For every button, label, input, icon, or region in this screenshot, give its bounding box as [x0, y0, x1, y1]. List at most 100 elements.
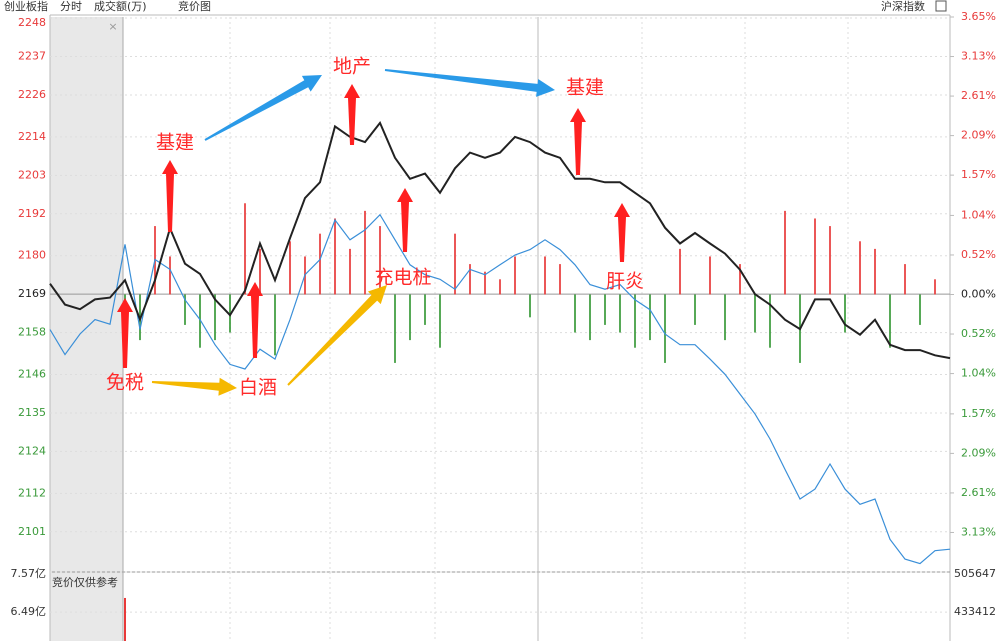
- bar: [184, 294, 186, 325]
- volume-tick-label: 505647: [954, 567, 996, 580]
- arrow: [204, 75, 322, 141]
- bar: [619, 294, 621, 333]
- volume-tick-label: 6.49亿: [11, 605, 47, 618]
- line: [49, 120, 951, 360]
- bar: [349, 248, 351, 295]
- y-tick-label: 2101: [18, 525, 46, 538]
- bar: [424, 294, 426, 325]
- y2-tick-label: 2.09%: [961, 446, 996, 459]
- bar: [739, 264, 741, 295]
- arrow: [162, 160, 178, 232]
- bar: [454, 233, 456, 295]
- annotation: 充电桩: [374, 267, 431, 289]
- toolbar-button[interactable]: 沪深指数: [881, 0, 925, 13]
- arrow: [344, 84, 360, 145]
- annotation: 免税: [106, 372, 144, 394]
- volume-bar: [124, 597, 126, 641]
- y2-tick-label: 0.52%: [961, 248, 996, 261]
- bar: [769, 294, 771, 348]
- bar: [364, 210, 366, 295]
- y-tick-label: 2169: [18, 287, 46, 300]
- bar: [499, 279, 501, 295]
- bar: [709, 256, 711, 295]
- y-tick-label: 2112: [18, 486, 46, 499]
- y2-tick-label: 1.57%: [961, 168, 996, 181]
- y-tick-label: 2226: [18, 88, 46, 101]
- y-tick-label: 2203: [18, 168, 46, 181]
- annotation: 肝炎: [606, 271, 644, 293]
- y2-tick-label: 1.57%: [961, 407, 996, 420]
- arrow: [287, 285, 387, 386]
- y2-tick-label: 3.13%: [961, 525, 996, 538]
- bar: [889, 294, 891, 348]
- bar: [679, 248, 681, 295]
- y-tick-label: 2146: [18, 368, 46, 381]
- bar: [754, 294, 756, 333]
- bar: [529, 294, 531, 318]
- arrow: [117, 298, 133, 368]
- y-tick-label: 2214: [18, 130, 46, 143]
- bar: [859, 241, 861, 295]
- y-tick-label: 2158: [18, 326, 46, 339]
- arrow: [384, 69, 555, 97]
- y2-tick-label: 0.52%: [961, 327, 996, 340]
- arrow: [151, 377, 237, 396]
- close-icon[interactable]: ×: [108, 20, 117, 33]
- arrow: [614, 203, 630, 262]
- bar: [289, 241, 291, 295]
- annotation: 基建: [156, 132, 194, 154]
- bar: [214, 294, 216, 341]
- bar: [589, 294, 591, 341]
- bar: [784, 210, 786, 295]
- y-tick-label: 2248: [18, 16, 46, 29]
- y-tick-label: 2135: [18, 406, 46, 419]
- y-tick-label: 2237: [18, 49, 46, 62]
- annotation: 基建: [566, 77, 604, 99]
- bar: [874, 248, 876, 295]
- bar: [544, 256, 546, 295]
- chart-title: 创业板指: [4, 0, 48, 13]
- pre-market-area: [50, 17, 123, 641]
- volume-note: 竞价仅供参考: [52, 575, 118, 589]
- arrow: [397, 188, 413, 252]
- bar: [559, 264, 561, 295]
- bar: [274, 294, 276, 356]
- y2-tick-label: 2.09%: [961, 129, 996, 142]
- bar: [259, 248, 261, 295]
- bar: [514, 256, 516, 295]
- bar: [904, 264, 906, 295]
- y2-tick-label: 3.13%: [961, 50, 996, 63]
- annotation: 白酒: [239, 377, 277, 399]
- bar: [574, 294, 576, 333]
- bar: [484, 271, 486, 295]
- bar: [724, 294, 726, 341]
- y2-tick-label: 0.00%: [961, 288, 996, 301]
- line: [49, 213, 951, 565]
- y2-tick-label: 1.04%: [961, 208, 996, 221]
- y-tick-label: 2192: [18, 207, 46, 220]
- toggle-icon[interactable]: [935, 0, 947, 12]
- arrow: [247, 282, 263, 358]
- bar: [409, 294, 411, 341]
- bar: [199, 294, 201, 348]
- bar: [334, 218, 336, 295]
- y2-tick-label: 2.61%: [961, 89, 996, 102]
- y2-tick-label: 1.04%: [961, 367, 996, 380]
- bar: [469, 264, 471, 295]
- bar: [934, 279, 936, 295]
- bar: [844, 294, 846, 333]
- volume-tick-label: 7.57亿: [11, 567, 47, 580]
- bar: [379, 226, 381, 295]
- y2-tick-label: 3.65%: [961, 10, 996, 23]
- bar: [649, 294, 651, 341]
- bar: [244, 203, 246, 295]
- volume-label[interactable]: 成交额(万): [94, 0, 147, 13]
- bar: [394, 294, 396, 363]
- y-tick-label: 2180: [18, 249, 46, 262]
- y-tick-label: 2124: [18, 444, 46, 457]
- view-label[interactable]: 竞价图: [178, 0, 211, 13]
- bar: [634, 294, 636, 348]
- mode-label[interactable]: 分时: [60, 0, 82, 13]
